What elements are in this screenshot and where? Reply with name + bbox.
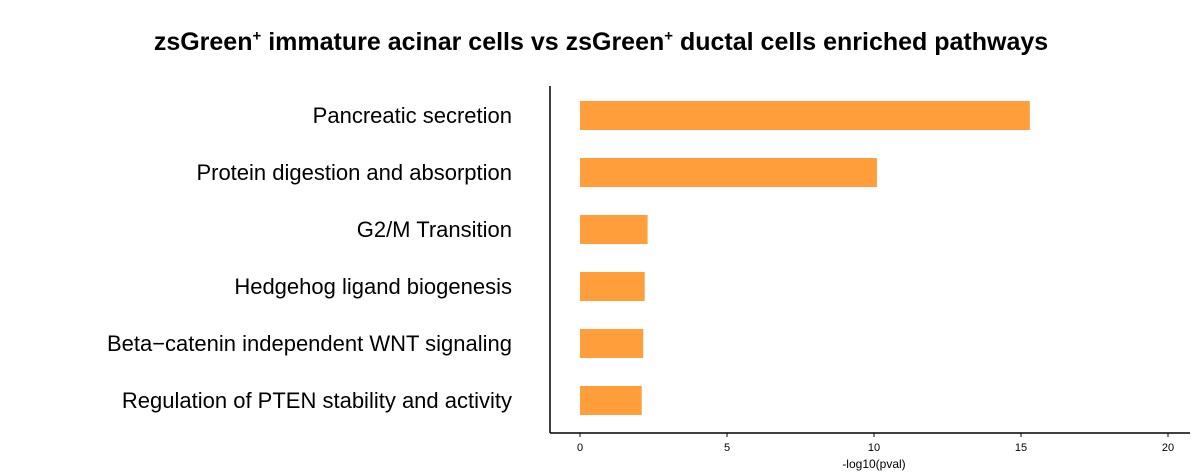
category-label: Regulation of PTEN stability and activit…	[122, 388, 512, 413]
bar	[580, 272, 645, 301]
title-part-2: immature acinar cells vs zsGreen	[261, 28, 665, 56]
bar	[580, 158, 877, 187]
chart-title: zsGreen+ immature acinar cells vs zsGree…	[0, 28, 1202, 57]
category-label: Beta−catenin independent WNT signaling	[107, 331, 512, 356]
bar	[580, 215, 648, 244]
category-label: G2/M Transition	[357, 217, 512, 242]
category-label: Pancreatic secretion	[313, 103, 512, 128]
category-label: Hedgehog ligand biogenesis	[234, 274, 512, 299]
title-part-3: ductal cells enriched pathways	[673, 28, 1049, 56]
category-label: Protein digestion and absorption	[196, 160, 512, 185]
title-superscript-1: +	[252, 27, 262, 45]
title-superscript-2: +	[664, 27, 674, 45]
x-tick-label: 20	[1162, 442, 1174, 454]
bar	[580, 386, 642, 415]
x-tick-label: 0	[577, 442, 583, 454]
bar	[580, 329, 644, 358]
x-tick-label: 10	[868, 442, 880, 454]
x-tick-label: 15	[1015, 442, 1027, 454]
x-axis-title: -log10(pval)	[842, 457, 905, 471]
title-part-1: zsGreen	[153, 28, 253, 56]
bar	[580, 101, 1030, 130]
x-tick-label: 5	[724, 442, 730, 454]
